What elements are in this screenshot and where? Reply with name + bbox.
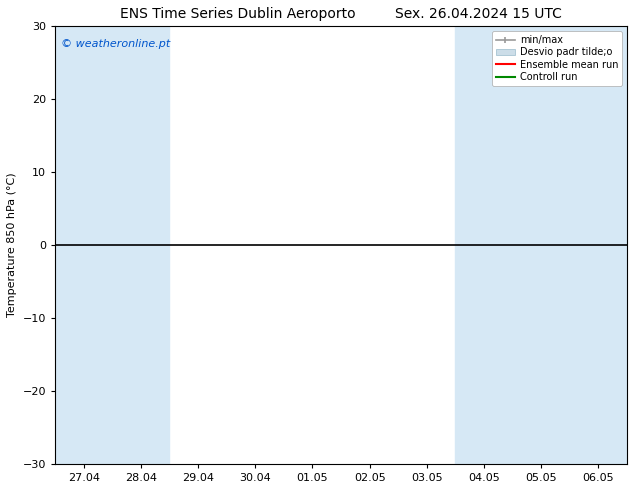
Bar: [112, 26, 169, 464]
Bar: [55, 26, 112, 464]
Y-axis label: Temperature 850 hPa (°C): Temperature 850 hPa (°C): [7, 173, 17, 318]
Bar: [455, 26, 513, 464]
Bar: [513, 26, 570, 464]
Text: © weatheronline.pt: © weatheronline.pt: [61, 39, 170, 49]
Bar: [570, 26, 627, 464]
Title: ENS Time Series Dublin Aeroporto         Sex. 26.04.2024 15 UTC: ENS Time Series Dublin Aeroporto Sex. 26…: [120, 7, 562, 21]
Legend: min/max, Desvio padr tilde;o, Ensemble mean run, Controll run: min/max, Desvio padr tilde;o, Ensemble m…: [491, 31, 622, 86]
